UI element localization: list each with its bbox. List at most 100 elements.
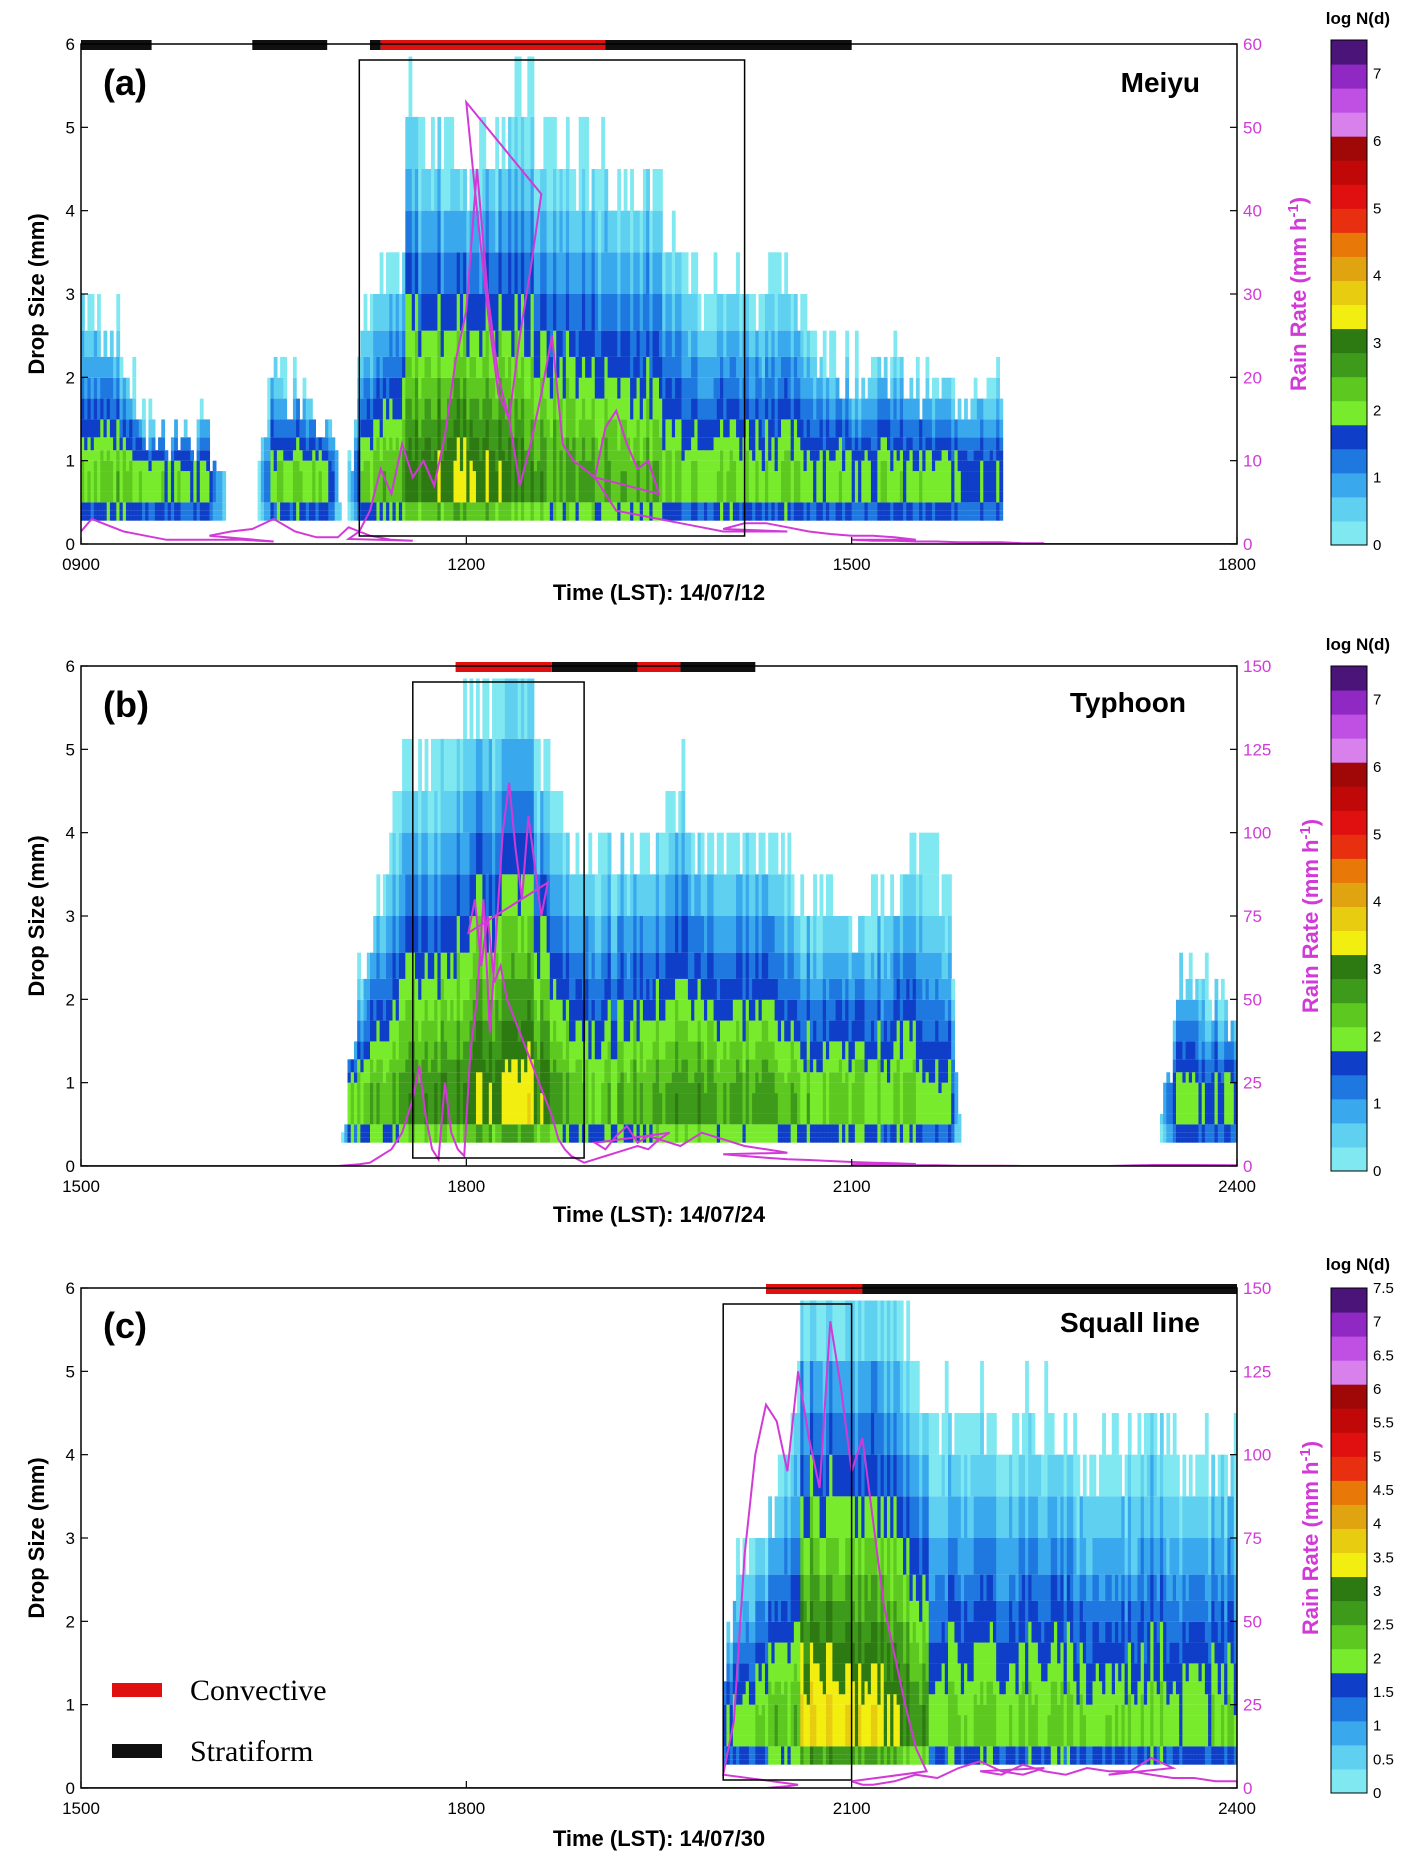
panel-a-dsd-cell [890,398,895,420]
panel-b-dsd-cell [421,1041,426,1060]
panel-b-dsd-cell [492,1113,496,1125]
panel-a-dsd-cell [697,356,702,378]
panel-a-dsd-cell [800,356,805,378]
panel-a-dsd-cell [219,515,223,521]
panel-a-dsd-cell [299,510,304,516]
panel-a-dsd-cell [414,450,419,461]
panel-b-dsd-cell [376,1137,381,1143]
panel-b-dsd-cell [472,1041,477,1060]
panel-a-dsd-cell [700,419,705,438]
panel-a-dsd-cell [431,169,435,211]
panel-a-dsd-cell [720,510,724,516]
panel-a-dsd-cell [530,377,535,399]
panel-a-dsd-cell [867,491,872,503]
panel-a-dsd-cell [745,471,750,482]
panel-a-dsd-cell [931,471,936,482]
panel-a-dsd-cell [119,471,124,482]
panel-a-dsd-cell [386,471,390,482]
panel-a-dsd-cell [838,471,843,482]
panel-a-dsd-cell [437,510,442,516]
panel-a-dsd-cell [848,437,853,451]
panel-a-dsd-cell [569,294,573,331]
panel-a-dsd-cell [495,330,500,357]
panel-b-dsd-cell [402,1072,406,1083]
panel-a-dsd-cell [726,330,731,357]
panel-a-dsd-cell [800,419,805,438]
panel-a-dsd-cell [880,377,885,399]
panel-a-dsd-cell [203,502,207,511]
panel-a-dsd-cell [100,377,105,399]
panel-a-dsd-cell [915,481,920,492]
panel-a-dsd-cell [273,460,278,472]
panel-a-dsd-cell [890,481,895,492]
panel-b-dsd-cell [440,1041,445,1060]
panel-a-dsd-cell [797,491,801,503]
panel-a-dsd-cell [395,330,400,357]
panel-a-dsd-cell [463,460,467,472]
panel-a-dsd-cell [267,437,272,451]
panel-a-dsd-cell [129,515,133,521]
panel-a-dsd-cell [835,437,840,451]
panel-a-dsd-cell [790,460,795,472]
panel-a-dsd-cell [292,437,297,451]
panel-b-dsd-cell [405,999,410,1021]
panel-b-dsd-cell [392,1059,397,1073]
panel-a-dsd-cell [729,294,734,331]
panel-a-dsd-cell [877,460,882,472]
panel-a-dsd-cell [405,294,410,331]
panel-a-dsd-cell [578,502,583,511]
panel-a-dsd-cell [964,510,968,516]
panel-a-dsd-cell [517,437,522,451]
panel-b-dsd-cell [463,738,467,791]
panel-a-dsd-cell [585,252,589,294]
panel-b-dsd-cell [392,1137,397,1143]
panel-a-dsd-cell [193,515,198,521]
panel-a-dsd-cell [97,450,101,461]
panel-a-dsd-cell [678,481,683,492]
panel-a-dsd-cell [145,510,150,516]
panel-a-dsd-cell [989,377,994,399]
panel-a-dsd-cell [418,398,422,420]
panel-a-dsd-cell [752,510,756,516]
panel-a-dsd-cell [469,481,474,492]
panel-b-dsd-cell [373,1093,378,1104]
panel-a-dsd-cell [386,460,390,472]
panel-a-dsd-cell [861,515,866,521]
panel-a-dsd-cell [103,481,108,492]
panel-a-dsd-cell [331,471,336,482]
panel-a-dsd-cell [405,502,410,511]
panel-b-dsd-cell [418,1137,422,1143]
panel-b-dsd-cell [450,1093,455,1104]
panel-b-dsd-cell [508,1137,512,1143]
panel-a-dsd-cell [125,502,130,511]
panel-a-dsd-cell [575,502,580,511]
panel-a-dsd-cell [665,491,670,503]
panel-b-dsd-cell [492,978,496,1000]
panel-a-dsd-cell [748,510,753,516]
panel-a-dsd-cell [864,491,869,503]
panel-b-dsd-cell [398,1093,403,1104]
panel-a-dsd-cell [899,398,904,420]
panel-a-dsd-cell [996,510,1000,516]
panel-a-dsd-cell [305,491,310,503]
panel-a-dsd-cell [437,169,442,211]
panel-a-dsd-cell [854,330,859,357]
panel-a-dsd-cell [964,502,968,511]
panel-b-dsd-cell [511,678,516,739]
panel-a-dsd-cell [520,169,525,211]
panel-a-dsd-cell [206,437,211,451]
panel-a-dsd-cell [161,510,166,516]
panel-a-dsd-cell [402,356,406,378]
panel-a-dsd-cell [527,460,532,472]
panel-a-dsd-cell [196,515,201,521]
panel-a-dsd-cell [196,437,201,451]
panel-a-dsd-cell [450,294,455,331]
panel-a-dsd-cell [736,294,740,331]
panel-a-dsd-cell [411,437,416,451]
panel-a-dsd-cell [684,502,689,511]
panel-a-dsd-cell [180,515,185,521]
panel-a-dsd-cell [822,419,827,438]
panel-a-dsd-cell [662,450,667,461]
panel-a-dsd-cell [392,437,397,451]
